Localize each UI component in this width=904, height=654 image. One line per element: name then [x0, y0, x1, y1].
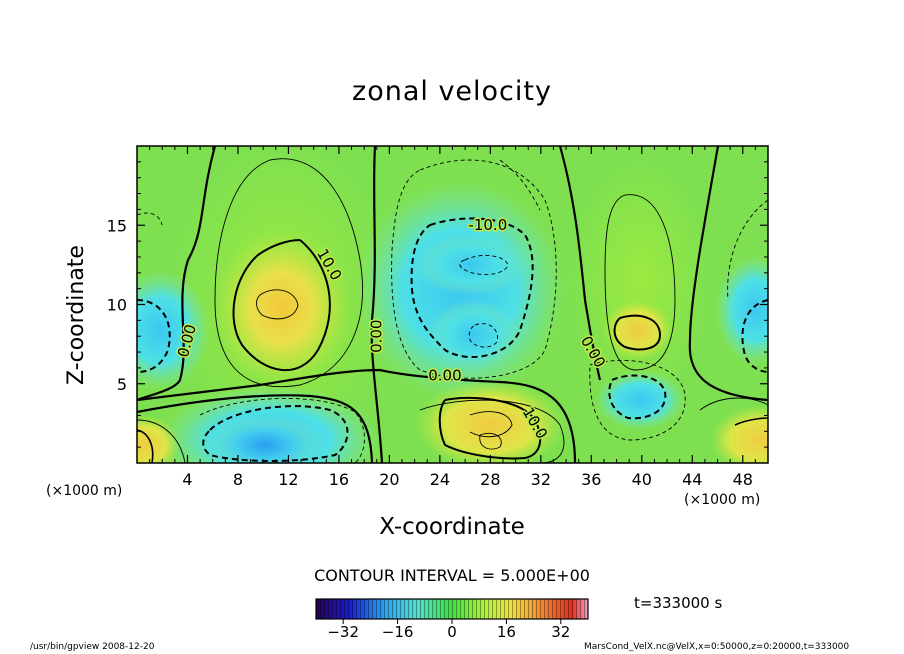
colorbar-tick-label: 0 — [447, 623, 457, 641]
x-tick-label: 44 — [682, 470, 702, 489]
x-tick-label: 24 — [430, 470, 450, 489]
x-tick-label: 48 — [733, 470, 753, 489]
x-tick-label: 28 — [480, 470, 500, 489]
x-tick-label: 32 — [531, 470, 551, 489]
colorbar-ticks: −32 −16 0 16 32 — [327, 619, 570, 641]
y-axis: 5 10 15 — [107, 161, 768, 448]
colorbar-tick-label: 32 — [551, 623, 570, 641]
y-tick-label: 10 — [107, 296, 127, 315]
contour-label: 0.00 — [367, 319, 385, 352]
footer-left: /usr/bin/gpview 2008-12-20 — [30, 642, 155, 652]
x-tick-label: 4 — [182, 470, 192, 489]
x-axis-label: X-coordinate — [379, 514, 525, 540]
x-tick-label: 40 — [632, 470, 652, 489]
x-tick-label: 16 — [329, 470, 349, 489]
contour-interval-text: CONTOUR INTERVAL = 5.000E+00 — [314, 566, 590, 585]
time-label: t=333000 s — [634, 594, 723, 612]
y-tick-label: 5 — [117, 375, 127, 394]
x-axis: 4 8 12 16 20 24 28 32 36 40 44 48 — [149, 146, 756, 489]
chart-title: zonal velocity — [352, 76, 552, 107]
x-tick-label: 12 — [278, 470, 298, 489]
x-unit-label-left: (×1000 m) — [46, 483, 123, 499]
x-tick-label: 20 — [379, 470, 399, 489]
colorbar-stripes — [316, 599, 588, 619]
colorbar: −32 −16 0 16 32 — [315, 598, 589, 641]
colorbar-tick-label: −16 — [382, 623, 414, 641]
x-unit-label-right: (×1000 m) — [684, 492, 761, 508]
x-tick-label: 36 — [581, 470, 601, 489]
y-axis-label: Z-coordinate — [64, 245, 89, 385]
contour-label: 0.00 — [428, 366, 461, 384]
colorbar-tick-label: −32 — [327, 623, 359, 641]
y-tick-label: 15 — [107, 216, 127, 235]
colorbar-tick-label: 16 — [497, 623, 516, 641]
footer-right: MarsCond_VelX.nc@VelX,x=0:50000,z=0:2000… — [584, 642, 850, 652]
x-tick-label: 8 — [233, 470, 243, 489]
contour-label: -10.0 — [468, 216, 507, 234]
